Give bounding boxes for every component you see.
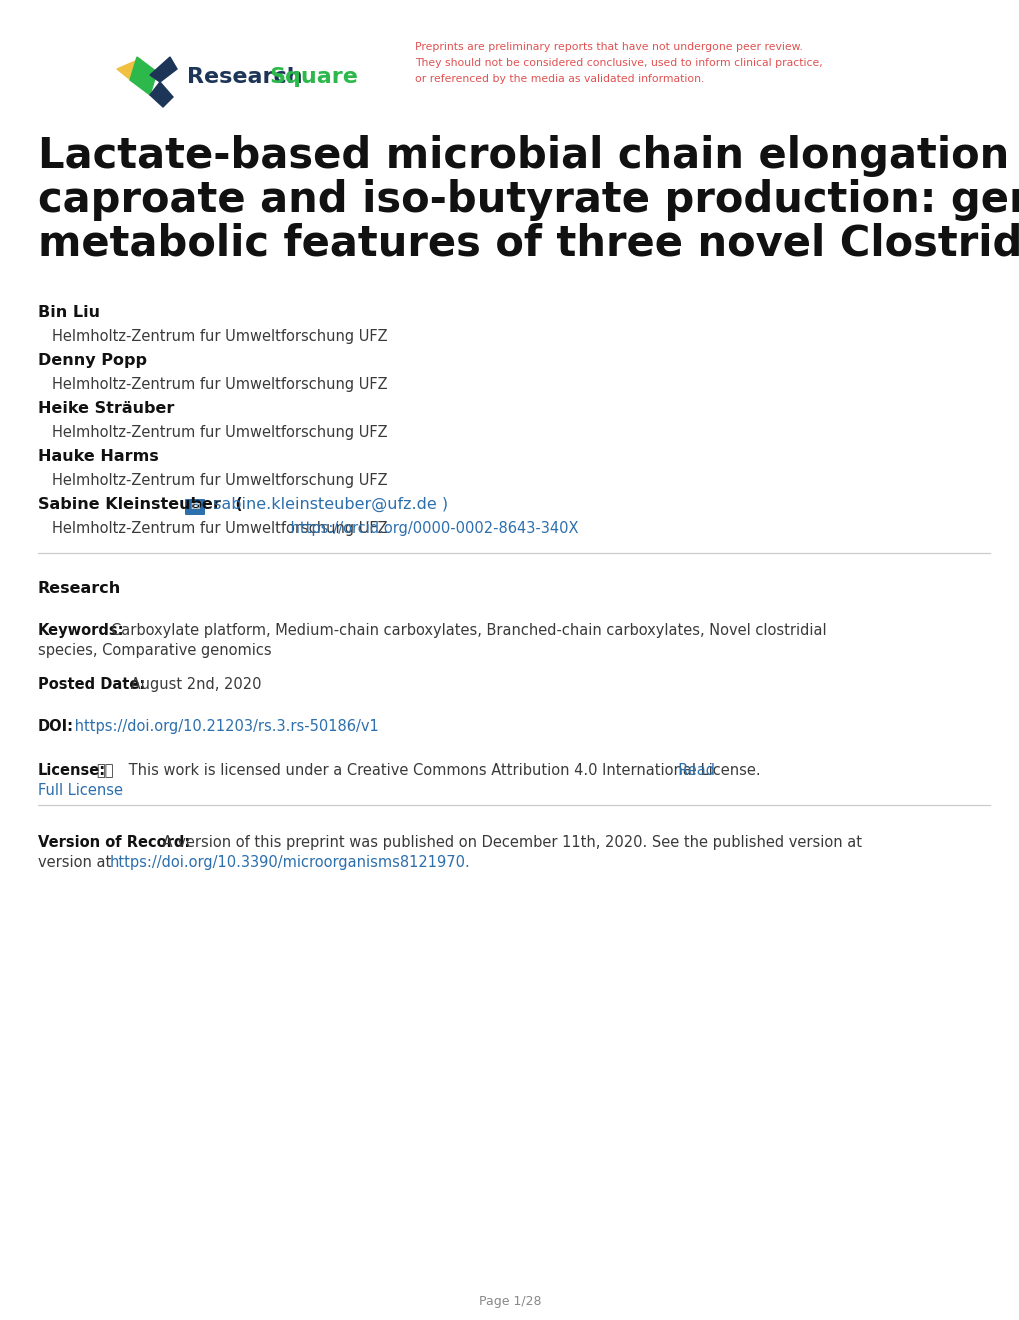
FancyBboxPatch shape <box>184 499 205 515</box>
Polygon shape <box>129 57 157 95</box>
Text: This work is licensed under a Creative Commons Attribution 4.0 International Lic: This work is licensed under a Creative C… <box>124 763 760 777</box>
Text: Page 1/28: Page 1/28 <box>478 1295 541 1308</box>
Text: Denny Popp: Denny Popp <box>38 352 147 368</box>
Text: Hauke Harms: Hauke Harms <box>38 449 159 465</box>
Text: Carboxylate platform, Medium-chain carboxylates, Branched-chain carboxylates, No: Carboxylate platform, Medium-chain carbo… <box>111 623 825 638</box>
Text: caproate and iso-butyrate production: genomic and: caproate and iso-butyrate production: ge… <box>38 180 1019 220</box>
Text: sabine.kleinsteuber@ufz.de ): sabine.kleinsteuber@ufz.de ) <box>208 498 447 512</box>
Text: Helmholtz-Zentrum fur Umweltforschung UFZ: Helmholtz-Zentrum fur Umweltforschung UF… <box>52 329 387 345</box>
Text: Lactate-based microbial chain elongation for n-: Lactate-based microbial chain elongation… <box>38 135 1019 177</box>
Text: Keywords:: Keywords: <box>38 623 124 638</box>
Text: version at: version at <box>38 855 116 870</box>
Text: Helmholtz-Zentrum fur Umweltforschung UFZ: Helmholtz-Zentrum fur Umweltforschung UF… <box>52 473 387 488</box>
Text: ✉: ✉ <box>191 502 200 512</box>
Text: Sabine Kleinsteuber   (: Sabine Kleinsteuber ( <box>38 498 243 512</box>
Text: Helmholtz-Zentrum fur Umweltforschung UFZ: Helmholtz-Zentrum fur Umweltforschung UF… <box>52 521 387 536</box>
Polygon shape <box>150 57 177 82</box>
Polygon shape <box>117 59 150 82</box>
Text: A version of this preprint was published on December 11th, 2020. See the publish: A version of this preprint was published… <box>158 836 866 850</box>
Text: DOI:: DOI: <box>38 719 74 734</box>
Text: ⓪ⓘ: ⓪ⓘ <box>96 763 113 777</box>
Text: species, Comparative genomics: species, Comparative genomics <box>38 643 271 657</box>
Text: Read: Read <box>668 763 714 777</box>
Text: https://orcid.org/0000-0002-8643-340X: https://orcid.org/0000-0002-8643-340X <box>272 521 578 536</box>
Text: Helmholtz-Zentrum fur Umweltforschung UFZ: Helmholtz-Zentrum fur Umweltforschung UF… <box>52 425 387 440</box>
Text: https://doi.org/10.3390/microorganisms8121970.: https://doi.org/10.3390/microorganisms81… <box>110 855 471 870</box>
Polygon shape <box>150 82 173 107</box>
Text: Research: Research <box>38 581 121 597</box>
Text: or referenced by the media as validated information.: or referenced by the media as validated … <box>415 74 704 84</box>
Text: Square: Square <box>269 67 358 87</box>
Text: Full License: Full License <box>38 783 123 799</box>
Text: License:: License: <box>38 763 106 777</box>
Text: Heike Sträuber: Heike Sträuber <box>38 401 174 416</box>
Text: Research: Research <box>186 67 303 87</box>
Text: Posted Date:: Posted Date: <box>38 677 145 692</box>
Text: https://doi.org/10.21203/rs.3.rs-50186/v1: https://doi.org/10.21203/rs.3.rs-50186/v… <box>70 719 378 734</box>
Text: August 2nd, 2020: August 2nd, 2020 <box>126 677 261 692</box>
Text: Version of Record:: Version of Record: <box>38 836 191 850</box>
Text: Bin Liu: Bin Liu <box>38 305 100 319</box>
Text: They should not be considered conclusive, used to inform clinical practice,: They should not be considered conclusive… <box>415 58 822 69</box>
Text: metabolic features of three novel Clostridia isolates: metabolic features of three novel Clostr… <box>38 223 1019 265</box>
Text: Preprints are preliminary reports that have not undergone peer review.: Preprints are preliminary reports that h… <box>415 42 802 51</box>
Text: Helmholtz-Zentrum fur Umweltforschung UFZ: Helmholtz-Zentrum fur Umweltforschung UF… <box>52 378 387 392</box>
